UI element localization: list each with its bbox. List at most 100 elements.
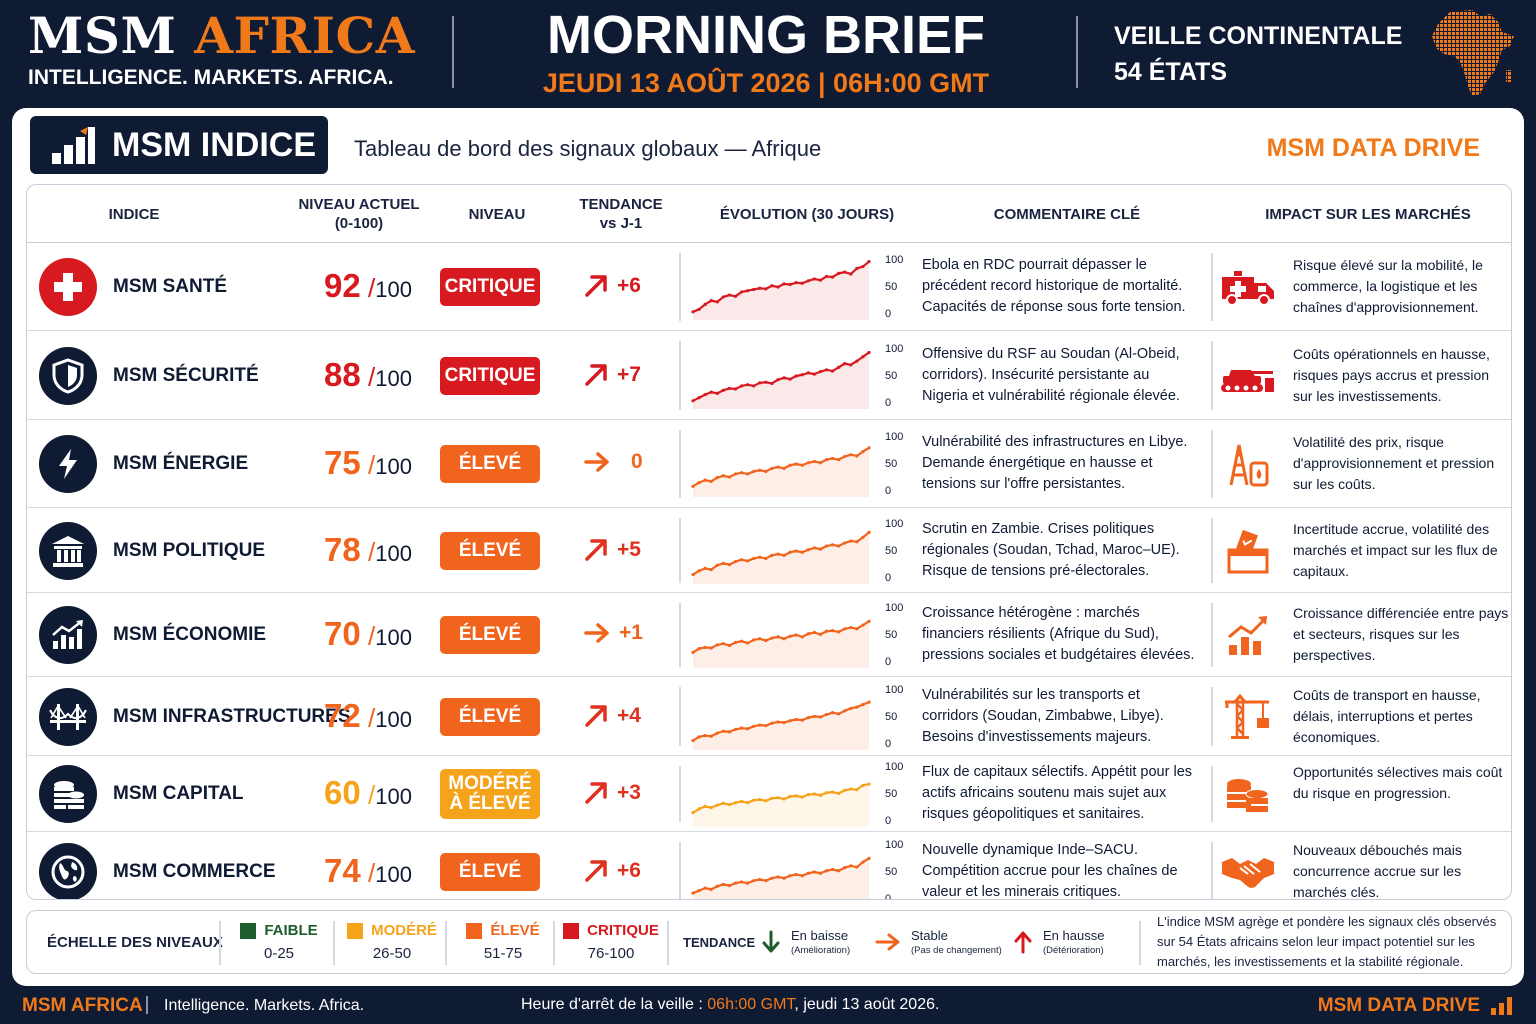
trend-up-arrow-icon [585,538,607,561]
trend-up-arrow-icon [585,363,607,386]
sparkline-point [715,476,719,480]
trend-value: 0 [631,450,643,473]
table-row: MSM ÉNERGIE 75 /100 ÉLEVÉ 0 100 50 0 Vul… [27,420,1511,508]
sparkline-point [837,365,841,369]
sparkline-point [867,619,871,623]
sparkline-point [697,647,701,651]
legend-divider [333,921,335,965]
sparkline-point [739,879,744,884]
main-card: MSM INDICE Tableau de bord des signaux g… [12,108,1524,986]
sparkline-point [806,632,810,636]
trend-up-arrow-icon [585,275,607,297]
legend-trend-up: En hausse (Détérioration) [1013,911,1104,973]
sparkline-point [709,887,713,891]
sparkline-point [861,450,865,454]
tick-label: 0 [885,396,892,409]
sparkline-point [752,287,756,292]
legend-title-wrap: ÉCHELLE DES NIVEAUX [47,911,223,973]
score-value: 74 [324,851,361,889]
indice-name: MSM CAPITAL [113,783,244,804]
sparkline-point [806,547,810,551]
brand-accent: AFRICA [194,6,416,65]
score-max: 100 [375,540,412,566]
sparkline-point [788,718,792,722]
sparkline-point [830,629,835,633]
sparkline-point [758,555,762,559]
trend-value: +5 [617,537,641,561]
crane-icon [1219,693,1277,739]
column-divider [1211,430,1213,498]
sparkline-point [861,264,865,269]
key-comment: Croissance hétérogène : marchés financie… [922,605,1195,663]
sparkline-point [830,456,835,461]
tick-label: 0 [885,308,892,320]
indice-name: MSM ÉNERGIE [113,453,249,474]
tick-label: 0 [885,656,892,668]
column-divider [1211,253,1213,321]
indice-name: MSM ÉCONOMIE [113,624,267,645]
sparkline-area [693,447,869,497]
sparkline-point [752,638,756,642]
trend-cell: +6 [583,273,663,299]
indice-score: 92 /100 [324,267,412,304]
sparkline-point [788,550,792,554]
tick-label: 100 [885,838,904,851]
sparkline-point [746,801,750,805]
legend: ÉCHELLE DES NIVEAUX FAIBLE 0-25 MODÉRÉ 26-… [26,910,1512,974]
col-evolution: ÉVOLUTION (30 JOURS) [719,205,895,223]
legend-level-modere: MODÉRÉ 26-50 [343,911,441,973]
sparkline-point [818,278,823,282]
tank-icon [1219,354,1277,398]
veille-line2: 54 ÉTATS [1114,58,1227,86]
trend-flat-arrow-icon [584,452,609,472]
indice-score: 60 /100 [324,774,412,811]
level-swatch [563,922,580,939]
level-badge: ÉLEVÉ [440,697,540,736]
sparkline-point [818,714,823,719]
sparkline-point [867,259,871,264]
sparkline-point [824,367,829,371]
sparkline-point [721,642,725,646]
sparkline-point [758,380,762,384]
sparkline-point [746,382,750,386]
spark-ticks: 100 50 0 [885,761,909,827]
indice-name: MSM INFRASTRUCTURES [113,705,351,727]
sparkline-point [861,859,865,864]
sparkline-chart [691,856,871,899]
score-max: 100 [375,365,412,391]
sparkline-point [758,877,762,881]
government-building-icon [39,521,97,580]
trend-up-arrow-icon [585,704,607,727]
sparkline-point [727,562,732,566]
key-comment: Flux de capitaux sélectifs. Appétit pour… [922,764,1193,822]
sparkline-point [721,474,725,478]
sparkline-point [806,370,810,374]
sparkline-point [758,637,762,641]
sparkline-point [727,293,732,297]
level-badge: CRITIQUE [440,356,540,395]
sparkline-point [703,302,707,306]
sparkline-point [752,383,756,388]
sparkline-point [715,300,719,304]
table-row: MSM SÉCURITÉ 88 /100 CRITIQUE +7 100 50 … [27,331,1511,420]
sparkline-point [758,468,762,472]
sparkline-point [843,708,847,712]
level-badge: ÉLEVÉ [440,852,540,891]
level-range: 51-75 [483,945,523,962]
sparkline-point [843,627,847,631]
col-niveau-actuel-label: NIVEAU ACTUEL [298,196,420,213]
legend-divider [553,921,555,965]
sparkline-area [693,857,869,899]
level-badge: MODÉRÉ À ÉLEVÉ [440,769,540,819]
footer-datadrive: MSM DATA DRIVE [1317,995,1480,1016]
sparkline-point [764,469,768,474]
bar-growth-icon [1219,613,1277,657]
sparkline-point [733,727,738,731]
col-tendance-label: TENDANCE [579,196,663,213]
sparkline-point [861,702,865,706]
sparkline-point [782,797,786,801]
legend-level-faible: FAIBLE 0-25 [233,911,325,973]
sparkline-point [782,553,786,557]
legend-level-eleve: ÉLEVÉ 51-75 [455,911,551,973]
sparkline-point [721,295,725,299]
